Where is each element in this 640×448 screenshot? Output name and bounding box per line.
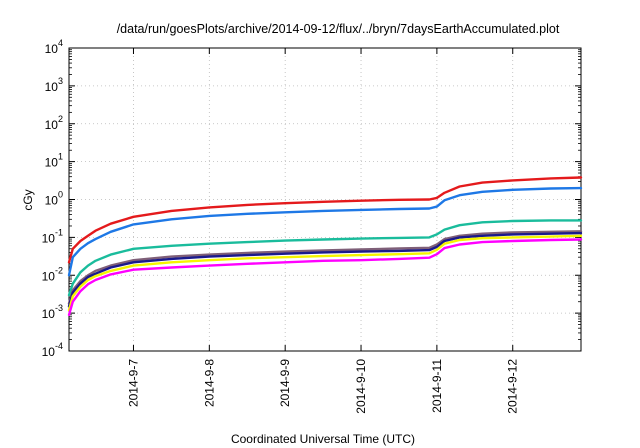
y-tick-label: 10-4 bbox=[42, 341, 63, 359]
y-tick-label: 102 bbox=[45, 114, 63, 132]
y-tick-label: 104 bbox=[45, 38, 63, 56]
y-axis: 10-4 10-3 10-2 10-1 100 101 102 103 104 bbox=[42, 38, 581, 359]
series-line-7 bbox=[67, 238, 583, 317]
x-tick-label: 2014-9-10 bbox=[354, 359, 368, 414]
series-line-3 bbox=[67, 219, 583, 297]
y-tick-label: 103 bbox=[45, 76, 63, 94]
y-tick-label: 100 bbox=[45, 190, 63, 208]
y-axis-label: cGy bbox=[21, 189, 35, 210]
series-line-6 bbox=[67, 234, 583, 312]
series-group bbox=[67, 176, 583, 317]
series-line-5 bbox=[67, 231, 583, 308]
chart-title: /data/run/goesPlots/archive/2014-09-12/f… bbox=[117, 22, 560, 36]
series-line-2 bbox=[67, 186, 583, 277]
x-axis-label: Coordinated Universal Time (UTC) bbox=[231, 432, 415, 446]
y-tick-label: 101 bbox=[45, 152, 63, 170]
series-line-1 bbox=[67, 176, 583, 264]
x-tick-label: 2014-9-8 bbox=[202, 359, 216, 407]
grid bbox=[69, 48, 581, 351]
x-tick-label: 2014-9-11 bbox=[430, 359, 444, 413]
x-tick-label: 2014-9-9 bbox=[278, 359, 292, 407]
y-tick-label: 10-2 bbox=[42, 265, 63, 283]
x-tick-label: 2014-9-7 bbox=[126, 359, 140, 407]
series-line-4 bbox=[67, 230, 583, 305]
x-axis: 2014-9-7 2014-9-8 2014-9-9 2014-9-10 2014-9-… bbox=[126, 48, 520, 414]
y-tick-label: 10-3 bbox=[42, 303, 63, 321]
y-tick-label: 10-1 bbox=[42, 227, 63, 245]
x-tick-label: 2014-9-12 bbox=[506, 359, 520, 414]
